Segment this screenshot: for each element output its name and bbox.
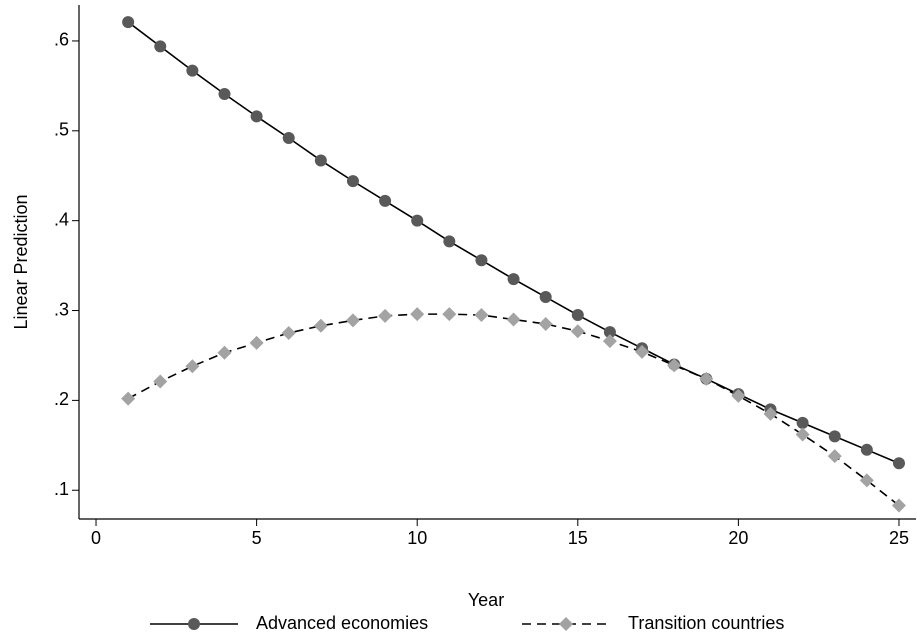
diamond-marker (731, 388, 746, 403)
diamond-marker (121, 391, 136, 406)
diamond-marker (699, 371, 714, 386)
y-tick-label: .6 (54, 30, 69, 50)
diamond-marker (217, 345, 232, 360)
y-axis-label: Linear Prediction (11, 194, 31, 329)
y-tick-label: .3 (54, 299, 69, 319)
diamond-marker (602, 334, 617, 349)
x-tick-label: 5 (252, 528, 262, 548)
circle-marker (379, 194, 392, 207)
x-tick-label: 20 (728, 528, 748, 548)
diamond-marker (442, 307, 457, 322)
circle-marker (892, 457, 905, 470)
legend-marker (188, 618, 200, 630)
series-line (127, 313, 900, 507)
diamond-marker (410, 307, 425, 322)
circle-marker (828, 430, 841, 443)
circle-marker (571, 309, 584, 322)
y-tick-label: .4 (54, 209, 69, 229)
diamond-marker (378, 308, 393, 323)
circle-marker (796, 416, 809, 429)
diamond-marker (313, 318, 328, 333)
y-tick-label: .1 (54, 479, 69, 499)
diamond-marker (570, 324, 585, 339)
legend-label: Advanced economies (256, 613, 428, 633)
diamond-marker (249, 335, 264, 350)
x-tick-label: 25 (889, 528, 909, 548)
diamond-marker (763, 406, 778, 421)
circle-marker (250, 110, 263, 123)
circle-marker (411, 214, 424, 227)
circle-marker (507, 273, 520, 286)
circle-marker (186, 64, 199, 77)
circle-marker (282, 131, 295, 144)
circle-marker (218, 87, 231, 100)
diamond-marker (538, 317, 553, 332)
legend-label: Transition countries (628, 613, 784, 633)
diamond-marker (827, 449, 842, 464)
circle-marker (314, 154, 327, 167)
diamond-marker (635, 344, 650, 359)
circle-marker (154, 40, 167, 53)
diamond-marker (474, 308, 489, 323)
legend-marker (559, 617, 573, 631)
diamond-marker (795, 427, 810, 442)
diamond-marker (153, 374, 168, 389)
diamond-marker (891, 498, 906, 513)
circle-marker (443, 235, 456, 248)
circle-marker (122, 16, 135, 29)
x-axis-label: Year (468, 590, 504, 610)
series-line (127, 21, 900, 465)
circle-marker (475, 254, 488, 267)
diamond-marker (667, 358, 682, 373)
circle-marker (539, 291, 552, 304)
x-tick-label: 10 (407, 528, 427, 548)
diamond-marker (345, 313, 360, 328)
x-tick-label: 15 (568, 528, 588, 548)
diamond-marker (281, 325, 296, 340)
y-tick-label: .2 (54, 389, 69, 409)
diamond-marker (506, 312, 521, 327)
circle-marker (346, 175, 359, 188)
circle-marker (860, 443, 873, 456)
y-tick-label: .5 (54, 120, 69, 140)
x-tick-label: 0 (91, 528, 101, 548)
diamond-marker (185, 359, 200, 374)
diamond-marker (859, 473, 874, 488)
circle-marker (603, 326, 616, 339)
